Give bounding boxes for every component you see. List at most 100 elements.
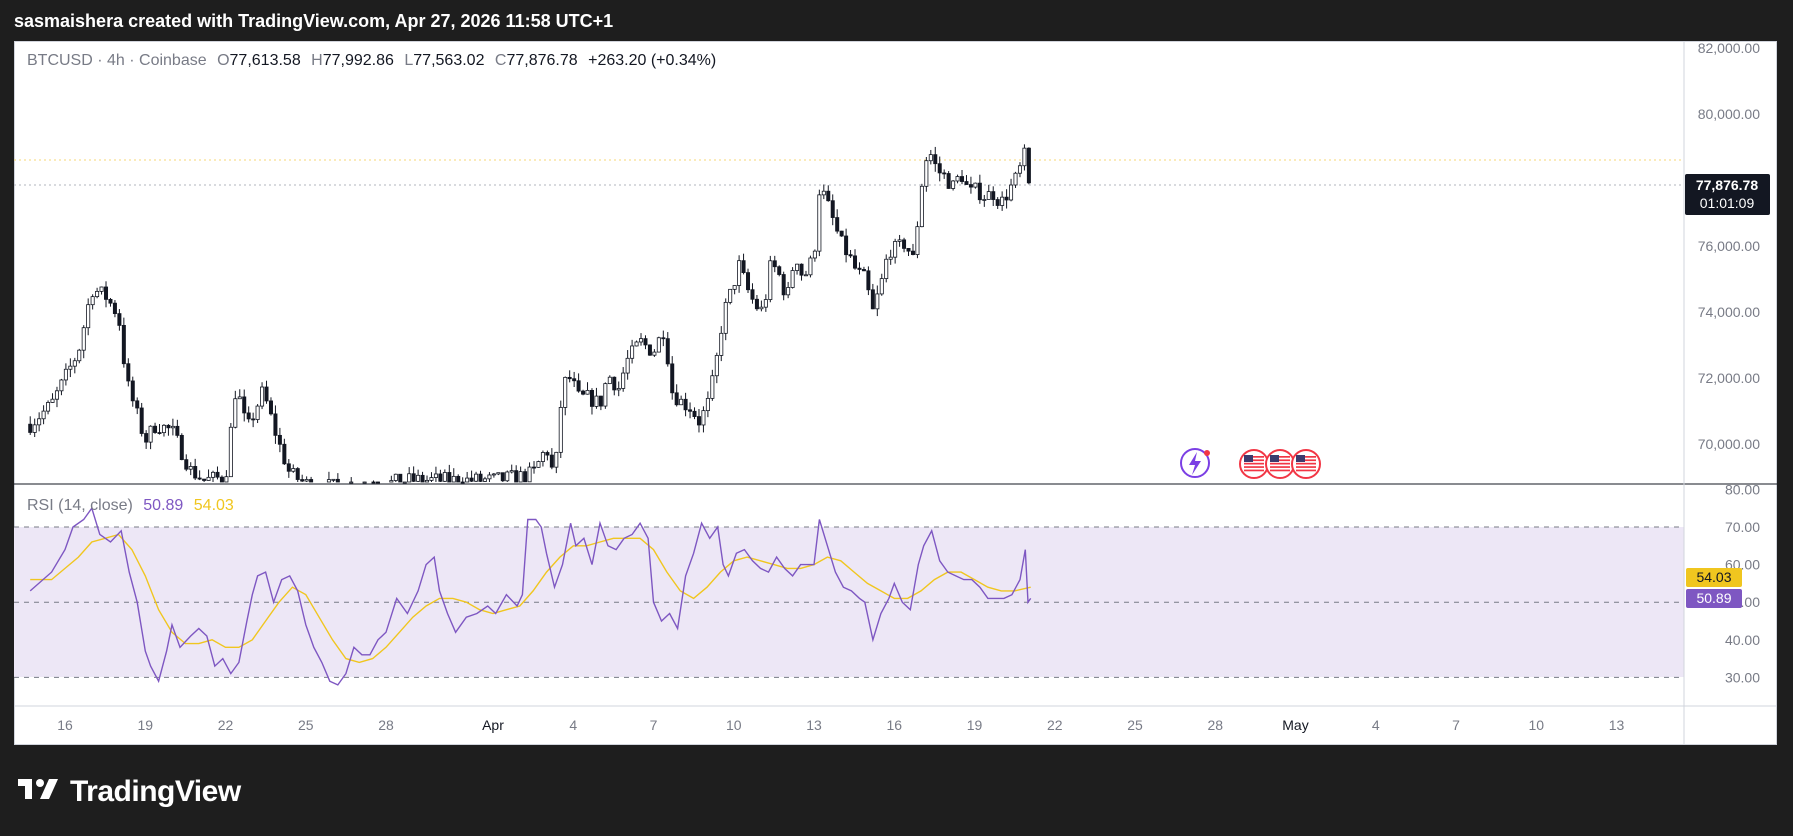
- us-flag-icon[interactable]: [1291, 449, 1321, 479]
- candle-body: [879, 278, 884, 295]
- candle-body: [768, 260, 773, 300]
- us-flag-icon[interactable]: [1265, 449, 1295, 479]
- candle-body: [661, 337, 666, 340]
- candle-body: [919, 185, 924, 228]
- candle-body: [153, 425, 158, 433]
- close-value: 77,876.78: [506, 52, 578, 69]
- candle-body: [90, 296, 95, 306]
- candle-body: [469, 477, 474, 482]
- candle-body: [175, 425, 180, 436]
- candle-body: [389, 480, 394, 483]
- price-tick-label: 82,000.00: [1698, 40, 1760, 56]
- candle-body: [349, 481, 354, 484]
- candle-body: [465, 477, 470, 483]
- candle-body: [581, 390, 586, 395]
- candle-body: [567, 376, 572, 380]
- rsi-ma-tag-value: 54.03: [1696, 569, 1731, 585]
- candle-body: [228, 426, 233, 478]
- price-tag-value: 77,876.78: [1696, 177, 1758, 193]
- candle-body: [942, 172, 947, 175]
- candle-body: [576, 380, 581, 392]
- time-tick-label: 16: [57, 717, 73, 733]
- high-value: 77,992.86: [322, 52, 394, 69]
- flag-stripe: [1270, 469, 1290, 472]
- candle-body: [251, 418, 256, 421]
- candle-body: [692, 410, 697, 417]
- candle-body: [928, 154, 933, 162]
- rsi-tick-label: 80.00: [1725, 481, 1760, 497]
- rsi-tick-label: 30.00: [1725, 669, 1760, 685]
- candle-body: [59, 379, 64, 392]
- candle-body: [326, 479, 331, 483]
- chart-author-header: sasmaishera created with TradingView.com…: [14, 11, 614, 31]
- candle-body: [496, 472, 501, 475]
- candle-body: [937, 163, 942, 174]
- time-tick-label: May: [1282, 717, 1308, 733]
- candle-body: [161, 424, 166, 434]
- candle-body: [973, 182, 978, 188]
- candle-body: [95, 290, 100, 298]
- candle-body: [875, 293, 880, 310]
- close-label: C: [494, 52, 507, 69]
- candle-body: [295, 468, 300, 480]
- flag-stripe: [1296, 469, 1316, 472]
- candle-body: [139, 407, 144, 434]
- candle-body: [237, 396, 242, 400]
- rsi-tick-label: 70.00: [1725, 519, 1760, 535]
- lightning-event-icon[interactable]: [1180, 448, 1210, 478]
- candle-body: [786, 287, 791, 296]
- candle-body: [41, 410, 46, 420]
- price-tick-label: 72,000.00: [1698, 370, 1760, 386]
- symbol-title: BTCUSD · 4h · Coinbase: [27, 52, 207, 69]
- candle-body: [50, 398, 55, 403]
- candle-body: [714, 355, 719, 377]
- flag-stripe: [1270, 462, 1290, 465]
- candle-body: [558, 407, 563, 453]
- time-tick-label: Apr: [482, 717, 504, 733]
- candle-body: [839, 230, 844, 237]
- candle-body: [817, 194, 822, 252]
- time-tick-label: 4: [569, 717, 577, 733]
- flag-stripe: [1270, 459, 1290, 462]
- candle-body: [523, 471, 528, 483]
- price-tag-countdown: 01:01:09: [1700, 195, 1755, 211]
- candle-body: [135, 400, 140, 409]
- candle-body: [260, 386, 265, 407]
- candle-body: [643, 338, 648, 346]
- candle-body: [509, 470, 514, 473]
- candle-body: [893, 241, 898, 258]
- candle-body: [86, 304, 91, 329]
- candle-body: [291, 468, 296, 472]
- flag-stripe: [1244, 466, 1264, 468]
- candle-body: [656, 337, 661, 353]
- candle-body: [371, 481, 376, 484]
- candle-body: [732, 285, 737, 290]
- candle-body: [282, 443, 287, 465]
- candle-body: [518, 471, 523, 483]
- candle-body: [737, 260, 742, 286]
- candle-body: [331, 478, 336, 481]
- candle-body: [309, 479, 314, 483]
- candle-body: [447, 472, 452, 483]
- candle-body: [46, 402, 51, 412]
- time-tick-label: 22: [1047, 717, 1063, 733]
- candle-body: [54, 390, 59, 400]
- candle-body: [799, 263, 804, 276]
- candle-body: [848, 254, 853, 257]
- candle-body: [407, 473, 412, 483]
- us-flag-icon[interactable]: [1239, 449, 1269, 479]
- tradingview-brand: TradingView: [18, 772, 241, 812]
- candle-body: [170, 425, 175, 429]
- candle-body: [607, 376, 612, 385]
- candle-body: [777, 266, 782, 275]
- candle-body: [545, 452, 550, 456]
- candle-body: [188, 466, 193, 470]
- candle-body: [300, 479, 305, 482]
- candle-body: [812, 250, 817, 259]
- rsi-tag-value: 50.89: [1696, 590, 1731, 606]
- candle-body: [781, 274, 786, 296]
- candle-body: [1017, 165, 1022, 174]
- candle-body: [621, 372, 626, 389]
- flag-stripe: [1244, 459, 1264, 462]
